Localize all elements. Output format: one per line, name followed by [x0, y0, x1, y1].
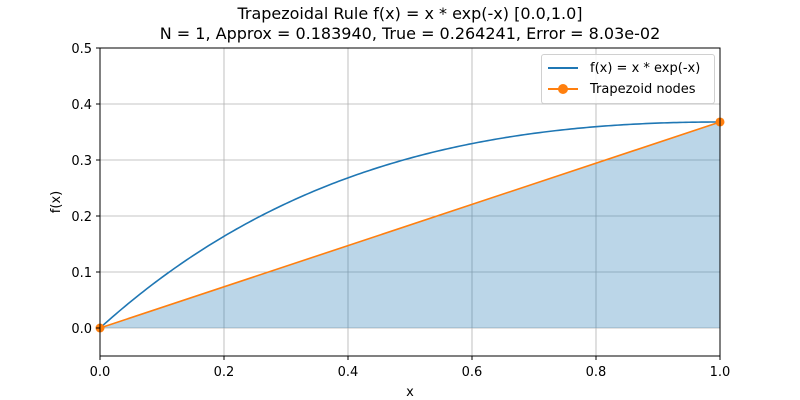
- y-axis-label: f(x): [49, 191, 64, 213]
- marker-line-icon: [548, 82, 578, 96]
- x-tick-label: 0.6: [462, 365, 483, 380]
- x-tick-label: 0.8: [586, 365, 607, 380]
- chart-title: Trapezoidal Rule f(x) = x * exp(-x) [0.0…: [237, 4, 583, 23]
- legend: f(x) = x * exp(-x) Trapezoid nodes: [541, 54, 715, 104]
- y-tick-label: 0.0: [71, 322, 92, 337]
- x-tick-label: 0.0: [90, 365, 111, 380]
- trapezoid-line: [99, 121, 721, 329]
- x-axis-label: x: [406, 385, 414, 400]
- x-tick-label: 0.2: [214, 365, 235, 380]
- legend-item-nodes: Trapezoid nodes: [548, 79, 696, 99]
- y-tick-label: 0.5: [71, 42, 92, 57]
- y-tick-label: 0.1: [71, 266, 92, 281]
- x-tick-label: 0.4: [338, 365, 359, 380]
- y-tick-label: 0.3: [71, 154, 92, 169]
- y-tick-label: 0.2: [71, 210, 92, 225]
- legend-label: f(x) = x * exp(-x): [590, 60, 701, 76]
- y-tick-label: 0.4: [71, 98, 92, 113]
- plot-frame: [99, 47, 721, 357]
- chart-subtitle: N = 1, Approx = 0.183940, True = 0.26424…: [159, 24, 661, 43]
- legend-item-function: f(x) = x * exp(-x): [548, 58, 700, 78]
- line-icon: [548, 61, 578, 75]
- legend-label: Trapezoid nodes: [590, 81, 696, 97]
- function-curve: [99, 121, 720, 329]
- x-tick-label: 1.0: [710, 365, 731, 380]
